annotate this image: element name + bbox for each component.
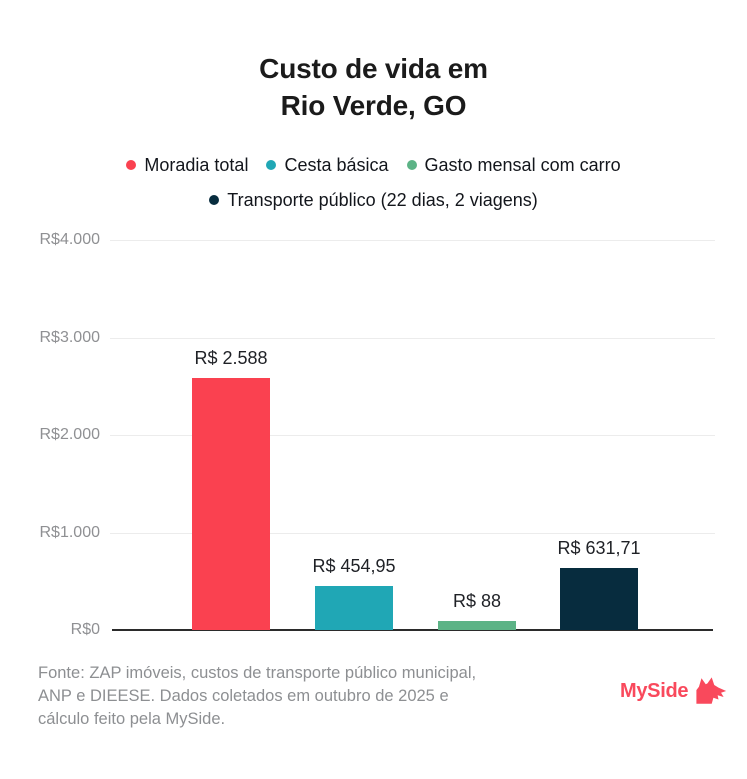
gridline xyxy=(110,435,715,436)
source-note-line: ANP e DIEESE. Dados coletados em outubro… xyxy=(38,687,449,705)
y-axis-tick-label: R$3.000 xyxy=(39,329,101,346)
bar-value-label: R$ 2.588 xyxy=(194,348,268,368)
legend-label: Cesta básica xyxy=(284,155,389,175)
bar-value-label: R$ 454,95 xyxy=(312,556,396,576)
dog-icon xyxy=(696,677,727,704)
source-note: Fonte: ZAP imóveis, custos de transporte… xyxy=(38,662,476,731)
chart-title-line2: Rio Verde, GO xyxy=(280,90,467,121)
legend-label: Transporte público (22 dias, 2 viagens) xyxy=(227,190,538,210)
y-axis-tick-label: R$2.000 xyxy=(39,426,101,443)
gridline xyxy=(110,240,715,241)
gridline xyxy=(110,338,715,339)
legend-label: Gasto mensal com carro xyxy=(424,155,621,175)
legend-item-1: Cesta básica xyxy=(266,154,389,176)
y-axis-tick-label: R$4.000 xyxy=(39,231,101,248)
y-axis-tick-label: R$0 xyxy=(70,621,100,638)
myside-logo: MySide xyxy=(620,676,727,706)
legend-dot xyxy=(406,160,417,170)
chart-legend: Moradia total Cesta básica Gasto mensal co… xyxy=(54,154,694,211)
legend-dot xyxy=(209,195,220,205)
bar-3 xyxy=(560,568,638,630)
bar-value-label: R$ 88 xyxy=(452,591,502,611)
x-axis-line xyxy=(112,629,713,631)
myside-logo-text: MySide xyxy=(620,679,689,702)
chart-title: Custo de vida em Rio Verde, GO xyxy=(0,50,747,124)
legend-item-2: Gasto mensal com carro xyxy=(406,154,621,176)
bar-value-label: R$ 631,71 xyxy=(557,538,641,558)
bar-0 xyxy=(192,378,270,630)
y-axis-tick-label: R$1.000 xyxy=(39,524,101,541)
bar-1 xyxy=(315,586,393,630)
legend-item-3: Transporte público (22 dias, 2 viagens) xyxy=(209,189,538,211)
legend-dot xyxy=(126,160,137,170)
gridline xyxy=(110,533,715,534)
source-note-line: cálculo feito pela MySide. xyxy=(38,710,226,728)
legend-label: Moradia total xyxy=(144,155,249,175)
legend-item-0: Moradia total xyxy=(126,154,248,176)
chart-title-line1: Custo de vida em xyxy=(259,53,488,84)
source-note-line: Fonte: ZAP imóveis, custos de transporte… xyxy=(38,664,477,682)
bar-2 xyxy=(438,621,516,630)
legend-dot xyxy=(266,160,277,170)
